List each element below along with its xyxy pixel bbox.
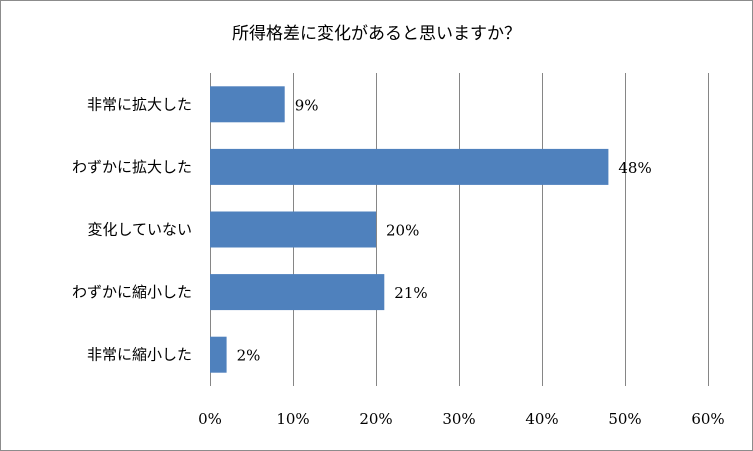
data-label: 2% [237,347,261,365]
x-tick-label: 10% [276,410,309,428]
x-tick-label: 40% [525,410,558,428]
data-label: 48% [618,159,651,177]
bars [210,86,609,373]
category-label: わずかに拡大した [72,158,192,176]
data-label: 20% [386,222,419,240]
chart-title: 所得格差に変化があると思いますか？ [232,24,521,44]
bar [210,211,376,248]
x-tick-labels: 0% 10% 20% 30% 40% 50% 60% [198,410,725,428]
bar [210,274,385,311]
data-label: 9% [295,96,319,114]
x-tick-label: 50% [608,410,641,428]
category-label: 変化していない [87,221,192,239]
x-tick-label: 60% [691,410,724,428]
data-labels: 9% 48% 20% 21% 2% [237,96,652,364]
bar [210,148,609,185]
x-tick-label: 20% [359,410,392,428]
category-label: わずかに縮小した [72,283,192,301]
x-tick-label: 30% [442,410,475,428]
bar [210,86,285,123]
x-tick-label: 0% [198,410,222,428]
data-label: 21% [394,284,427,302]
category-label: 非常に縮小した [87,346,192,364]
bar [210,336,227,373]
category-label: 非常に拡大した [87,95,192,113]
gridlines [210,73,709,386]
